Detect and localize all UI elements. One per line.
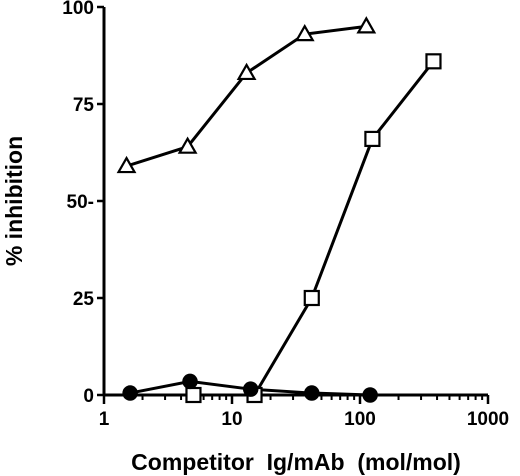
x-axis-title: Competitor Ig/mAb (mol/mol) (131, 449, 461, 475)
circle-point (362, 387, 378, 403)
y-tick-label: 50- (67, 192, 94, 213)
triangle-point (294, 23, 315, 42)
circle-point (122, 385, 138, 401)
square-point (425, 53, 442, 70)
series-line-open-square (193, 60, 435, 397)
circle-point (242, 381, 259, 397)
y-tick-label: 25 (73, 289, 95, 310)
series-layer (116, 16, 442, 404)
y-tick-label: 75 (73, 95, 95, 116)
y-tick-label: 0 (83, 386, 94, 407)
circle-point (304, 385, 320, 401)
square-point (303, 289, 320, 307)
x-axis-ticks: 1 10 100 1000 (99, 395, 509, 430)
triangle-point (356, 16, 377, 34)
series-line-open-triangle (126, 24, 367, 168)
x-tick-label: 1 (99, 409, 110, 430)
y-tick-label: 100 (62, 0, 94, 19)
square-point (364, 130, 381, 148)
triangle-point (236, 62, 257, 81)
x-tick-label: 100 (344, 409, 376, 430)
x-tick-label: 10 (221, 409, 242, 430)
triangle-point (116, 155, 137, 174)
square-point (185, 386, 202, 404)
y-axis-title: % inhibition (1, 136, 27, 266)
circle-point (182, 373, 198, 390)
triangle-point (177, 136, 198, 154)
x-tick-label: 1000 (467, 409, 509, 430)
y-axis-ticks: 0 25 50- 75 100 (62, 0, 104, 407)
